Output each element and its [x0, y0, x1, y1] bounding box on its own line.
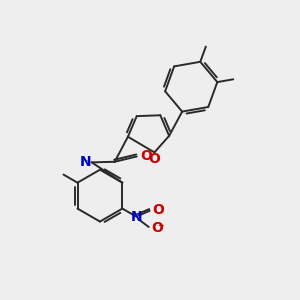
- Text: O: O: [152, 221, 164, 235]
- Text: O: O: [140, 148, 152, 163]
- Text: O: O: [148, 152, 160, 166]
- Text: H: H: [81, 155, 90, 168]
- Text: O: O: [153, 203, 164, 217]
- Text: N: N: [80, 155, 92, 169]
- Text: N: N: [130, 210, 142, 224]
- Text: ⁻: ⁻: [158, 222, 164, 235]
